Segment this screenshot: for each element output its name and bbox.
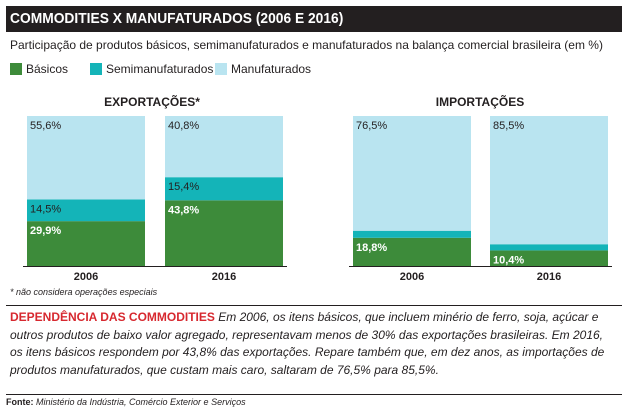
bar-segment-exportacoes-2006-manufaturados — [27, 116, 145, 200]
chart-title: COMMODITIES X MANUFATURADOS (2006 E 2016… — [10, 10, 344, 27]
panel-title-exportacoes: EXPORTAÇÕES* — [104, 94, 200, 109]
bar-segment-exportacoes-2016-semimanufaturados — [165, 177, 283, 201]
data-label-exportacoes-2016-basicos: 43,8% — [168, 204, 199, 216]
data-label-exportacoes-2016-semimanufaturados: 15,4% — [168, 181, 199, 193]
bar-segment-importacoes-2016-basicos — [490, 250, 608, 266]
data-label-exportacoes-2006-basicos: 29,9% — [30, 225, 61, 237]
title-bar: COMMODITIES X MANUFATURADOS (2006 E 2016… — [6, 6, 622, 32]
legend-swatch-manufaturados — [215, 63, 227, 75]
chart-subtitle: Participação de produtos básicos, semima… — [10, 38, 603, 52]
bar-segment-importacoes-2006-manufaturados — [353, 116, 471, 231]
bar-segment-exportacoes-2006-basicos — [27, 221, 145, 266]
data-label-exportacoes-2006-semimanufaturados: 14,5% — [30, 203, 61, 215]
data-label-exportacoes-2016-manufaturados: 40,8% — [168, 120, 199, 132]
commentary: DEPENDÊNCIA DAS COMMODITIES Em 2006, os … — [10, 309, 616, 379]
bar-segment-importacoes-2006-basicos — [353, 237, 471, 266]
data-label-importacoes-2006-manufaturados: 76,5% — [356, 120, 387, 132]
bar-segment-exportacoes-2016-manufaturados — [165, 116, 283, 178]
bar-segment-importacoes-2016-semimanufaturados — [490, 244, 608, 251]
source-label: Fonte: — [6, 397, 34, 407]
legend-swatch-basicos — [10, 63, 22, 75]
bar-segment-exportacoes-2016-basicos — [165, 200, 283, 266]
divider-bottom — [6, 394, 622, 395]
commentary-body: Em 2006, os itens básicos, que incluem m… — [10, 310, 605, 377]
legend-label-manufaturados: Manufaturados — [231, 62, 312, 76]
bar-segment-exportacoes-2006-semimanufaturados — [27, 199, 145, 222]
bar-segment-importacoes-2006-semimanufaturados — [353, 230, 471, 238]
category-label-exportacoes-2006: 2006 — [74, 271, 98, 283]
source-text: Ministério da Indústria, Comércio Exteri… — [33, 397, 246, 407]
category-label-exportacoes-2016: 2016 — [212, 271, 236, 283]
divider-top — [6, 305, 622, 306]
legend-swatch-semimanufaturados — [90, 63, 102, 75]
category-label-importacoes-2016: 2016 — [537, 271, 561, 283]
legend-label-semimanufaturados: Semimanufaturados — [106, 62, 214, 76]
legend-item-manufaturados: Manufaturados — [215, 62, 311, 76]
bar-segment-importacoes-2016-manufaturados — [490, 116, 608, 245]
legend-item-basicos: Básicos — [10, 62, 68, 76]
commentary-lead: DEPENDÊNCIA DAS COMMODITIES — [10, 310, 215, 324]
panel-title-importacoes: IMPORTAÇÕES — [436, 94, 524, 109]
data-label-importacoes-2016-manufaturados: 85,5% — [493, 120, 524, 132]
data-label-exportacoes-2006-manufaturados: 55,6% — [30, 120, 61, 132]
data-label-importacoes-2006-basicos: 18,8% — [356, 242, 387, 254]
legend-label-basicos: Básicos — [26, 62, 69, 76]
footnote: * não considera operações especiais — [10, 287, 158, 297]
category-label-importacoes-2006: 2006 — [400, 271, 424, 283]
source: Fonte: Ministério da Indústria, Comércio… — [6, 397, 246, 407]
stacked-bar-charts: EXPORTAÇÕES* 29,9% 14,5% 55,6% 2006 43,8% 15,4… — [23, 94, 612, 283]
legend-item-semimanufaturados: Semimanufaturados — [90, 62, 213, 76]
data-label-importacoes-2016-basicos: 10,4% — [493, 254, 524, 266]
